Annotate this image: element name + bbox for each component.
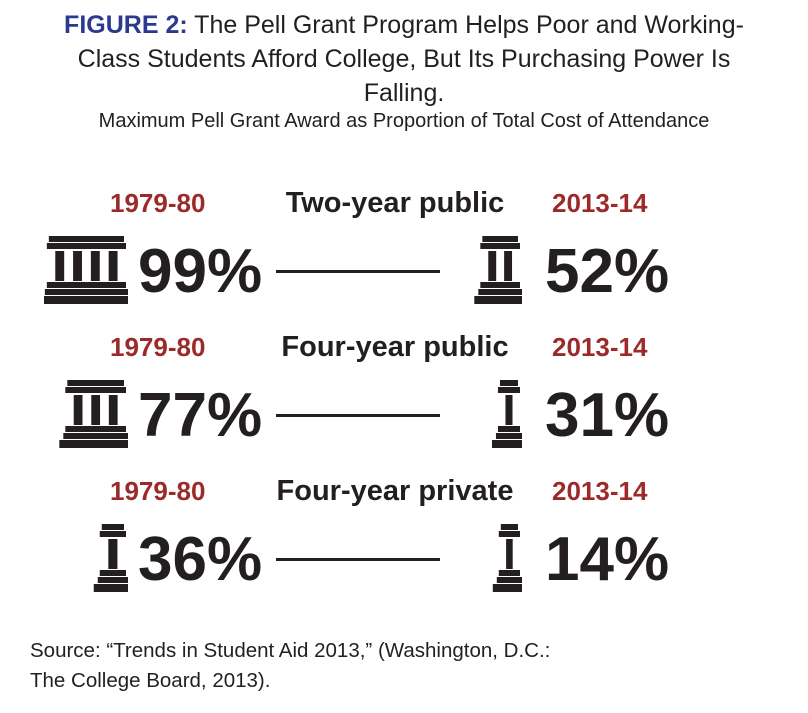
source-note: Source: “Trends in Student Aid 2013,” (W… xyxy=(30,636,550,696)
value-start: 36% xyxy=(138,525,263,594)
sector-label: Four-year public xyxy=(281,331,509,363)
building-icon-end xyxy=(438,378,522,450)
comparison-row: 1979-80 Four-year private 2013-14 36% 14% xyxy=(0,476,808,606)
year-end-label: 2013-14 xyxy=(552,332,648,362)
value-start: 99% xyxy=(138,237,263,306)
year-start-label: 1979-80 xyxy=(110,188,206,218)
value-start: 77% xyxy=(138,381,263,450)
figure-label: FIGURE 2: xyxy=(64,11,188,39)
year-end-label: 2013-14 xyxy=(552,476,648,506)
sector-label: Two-year public xyxy=(285,187,505,219)
building-icon-start xyxy=(44,522,128,594)
source-line-2: The College Board, 2013). xyxy=(30,669,271,692)
chart-subtitle: Maximum Pell Grant Award as Proportion o… xyxy=(98,110,710,132)
connector-line xyxy=(276,558,440,561)
value-end: 31% xyxy=(545,381,670,450)
comparison-row: 1979-80 Two-year public 2013-14 99% 52% xyxy=(0,188,808,318)
comparison-row: 1979-80 Four-year public 2013-14 77% 31% xyxy=(0,332,808,462)
building-icon-end xyxy=(438,522,522,594)
building-icon-start xyxy=(44,234,128,306)
year-start-label: 1979-80 xyxy=(110,476,206,506)
sector-label: Four-year private xyxy=(276,475,514,507)
connector-line xyxy=(276,270,440,273)
figure-title-text: The Pell Grant Program Helps Poor and Wo… xyxy=(77,11,744,107)
value-end: 52% xyxy=(545,237,670,306)
chart-title: FIGURE 2: The Pell Grant Program Helps P… xyxy=(0,8,808,110)
building-icon-end xyxy=(438,234,522,306)
building-icon-start xyxy=(44,378,128,450)
value-end: 14% xyxy=(545,525,670,594)
source-line-1: Source: “Trends in Student Aid 2013,” (W… xyxy=(30,639,551,662)
connector-line xyxy=(276,414,440,417)
year-start-label: 1979-80 xyxy=(110,332,206,362)
year-end-label: 2013-14 xyxy=(552,188,648,218)
